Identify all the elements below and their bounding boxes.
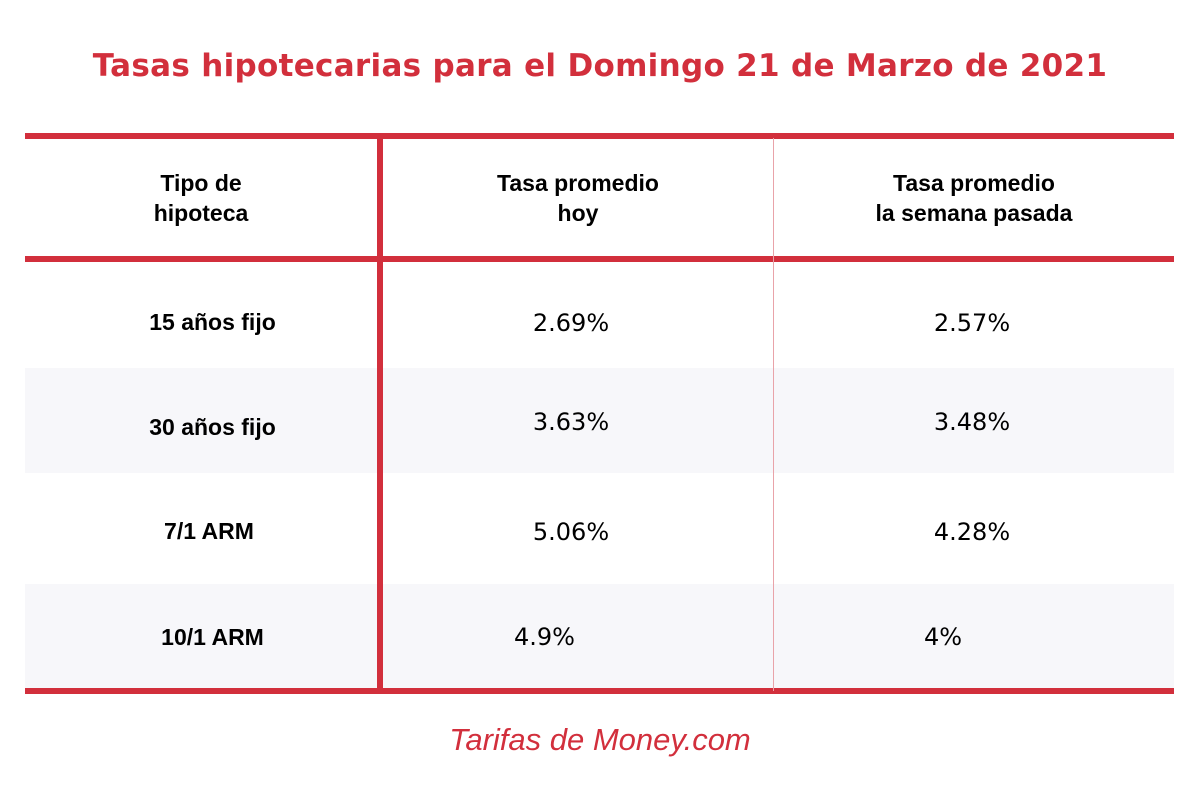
table-cell-today: 3.63% <box>532 407 610 436</box>
column-header-line: Tasa promedio <box>497 169 659 196</box>
column-header-line: Tipo de <box>160 169 242 196</box>
header-bottom-rule <box>25 256 1174 262</box>
table-row-label: 15 años fijo <box>149 309 276 335</box>
table-row-label: 7/1 ARM <box>164 518 254 544</box>
table-bottom-rule <box>25 688 1174 694</box>
table-row-label: 30 años fijo <box>149 414 276 440</box>
row-stripe <box>25 368 1174 473</box>
row-stripe <box>25 584 1174 689</box>
column-header-line: Tasa promedio <box>893 169 1055 196</box>
table-cell-last-week: 3.48% <box>933 407 1011 436</box>
column-header-last-week: Tasa promedio la semana pasada <box>774 139 1174 256</box>
column-header-line: hipoteca <box>153 199 249 226</box>
column-header-line: la semana pasada <box>875 199 1073 226</box>
table-row-label: 10/1 ARM <box>161 624 264 650</box>
column-divider-thick <box>377 138 383 691</box>
source-credit: Tarifas de Money.com <box>449 722 751 757</box>
table-cell-today: 4.9% <box>514 622 575 651</box>
table-cell-today: 2.69% <box>532 308 610 337</box>
page-title: Tasas hipotecarias para el Domingo 21 de… <box>92 48 1108 84</box>
table-top-rule <box>25 133 1174 139</box>
table-cell-last-week: 2.57% <box>933 308 1011 337</box>
column-header-type: Tipo de hipoteca <box>25 139 377 256</box>
column-divider-thin <box>773 138 774 691</box>
table-cell-last-week: 4% <box>924 622 963 651</box>
column-header-today: Tasa promedio hoy <box>383 139 773 256</box>
column-header-line: hoy <box>557 199 599 226</box>
table-cell-last-week: 4.28% <box>933 517 1011 546</box>
table-cell-today: 5.06% <box>532 517 610 546</box>
